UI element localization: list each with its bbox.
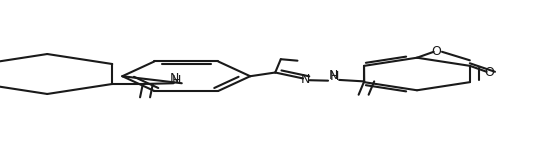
Text: H: H xyxy=(330,70,339,83)
Text: O: O xyxy=(484,66,494,79)
Text: H: H xyxy=(171,74,181,87)
Text: N: N xyxy=(301,73,310,86)
Text: O: O xyxy=(431,45,441,58)
Text: N: N xyxy=(170,72,179,85)
Text: N: N xyxy=(329,69,337,82)
